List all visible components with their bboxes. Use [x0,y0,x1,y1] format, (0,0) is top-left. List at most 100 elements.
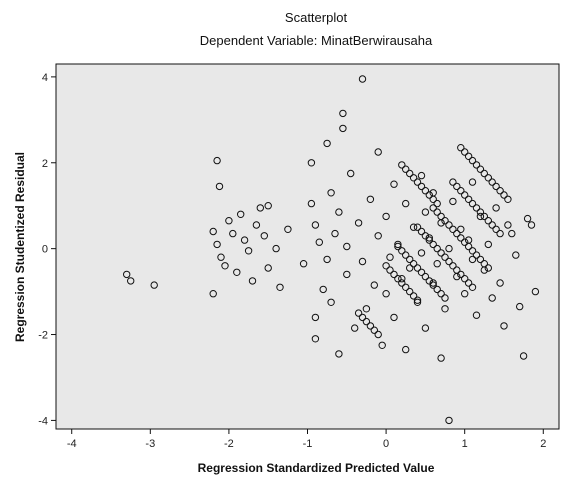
scatter-point [461,290,469,298]
scatter-point [319,285,327,294]
scatter-point [252,221,261,229]
scatter-point [311,313,320,322]
scatter-point [516,302,524,311]
scatter-point [406,169,414,178]
scatter-point [492,204,500,212]
scatter-point [468,156,477,165]
scatter-point [335,350,343,358]
scatter-point [323,255,331,264]
scatter-point [437,290,445,298]
scatter-point [508,229,516,238]
scatter-point [209,290,217,298]
scatter-point [123,270,131,279]
scatter-point [488,294,496,302]
scatter-point [488,221,496,229]
scatter-point [476,165,485,173]
scatter-point [425,234,433,242]
scatter-point [476,255,485,264]
scatter-point [413,178,422,186]
scatter-point [457,225,465,234]
scatter-point [409,174,418,182]
scatter-point [453,182,461,191]
scatter-point [233,268,241,276]
scatter-point [378,341,386,349]
scatter-point [213,240,221,249]
scatter-point [237,210,245,219]
scatter-point [457,270,465,279]
scatter-point [150,281,158,289]
scatter-point [229,229,237,238]
scatter-point [260,232,268,240]
scatter-point [386,266,394,274]
scatter-point [453,229,461,238]
x-axis-label: Regression Standardized Predicted Value [198,461,435,475]
scatter-point [417,182,426,191]
x-tick-label: -3 [145,438,155,450]
scatter-point [240,236,249,244]
y-axis-label: Regression Studentized Residual [13,152,27,342]
x-tick-label: -4 [67,438,77,450]
scatter-point [480,260,488,268]
scatter-point [453,266,461,274]
scatter-point [264,264,272,272]
scatter-point [406,255,414,264]
scatter-point [276,283,284,291]
y-tick-label: -2 [38,330,48,342]
scatter-point [449,262,457,270]
scatter-point [425,236,433,244]
scatter-point [213,156,221,165]
scatter-point [382,212,390,221]
scatter-point [339,124,347,133]
scatter-point [272,244,280,253]
scatter-point [362,305,371,313]
scatter-point [445,221,453,229]
scatter-point [417,227,426,236]
scatter-point [480,169,488,178]
scatter-point [429,195,437,204]
scatter-point [523,214,532,223]
chart-title: Scatterplot [285,10,348,25]
scatter-point [433,199,441,208]
scatter-point [394,240,402,249]
scatter-point [445,244,453,253]
scatter-point [284,225,292,234]
scatter-point [413,298,422,306]
scatter-point [437,212,445,221]
data-points [123,75,540,425]
scatter-point [433,260,441,268]
scatter-point [299,260,308,268]
scatter-point [406,264,414,272]
scatter-point [315,238,323,246]
scatter-point [307,159,316,167]
scatter-point [433,285,441,294]
scatter-point [390,180,398,188]
scatter-point [323,139,331,148]
scatter-point [457,144,465,152]
scatter-point [215,182,224,191]
scatter-point [394,275,402,283]
scatter-point [339,109,347,118]
scatter-point [390,270,398,279]
scatter-point [496,279,504,287]
scatter-point [362,317,371,326]
scatter-point [374,330,382,339]
scatter-point [409,223,418,231]
scatter-point [347,169,355,178]
scatter-point [449,178,457,186]
scatter-point [468,178,477,186]
scatter-point [433,208,441,216]
scatter-point [335,208,343,216]
scatter-point [264,202,272,210]
scatter-point [468,283,477,291]
scatter-point [480,212,488,221]
scatter-point [370,326,378,334]
x-axis-ticks: -4 -3 -2 -1 0 1 2 [67,429,546,450]
scatter-point [421,208,430,216]
scatter-point [402,165,410,173]
scatter-point [461,238,469,246]
scatter-point [370,281,378,289]
scatter-point [421,272,430,281]
y-tick-label: 4 [42,72,48,84]
scatter-point [441,217,449,225]
